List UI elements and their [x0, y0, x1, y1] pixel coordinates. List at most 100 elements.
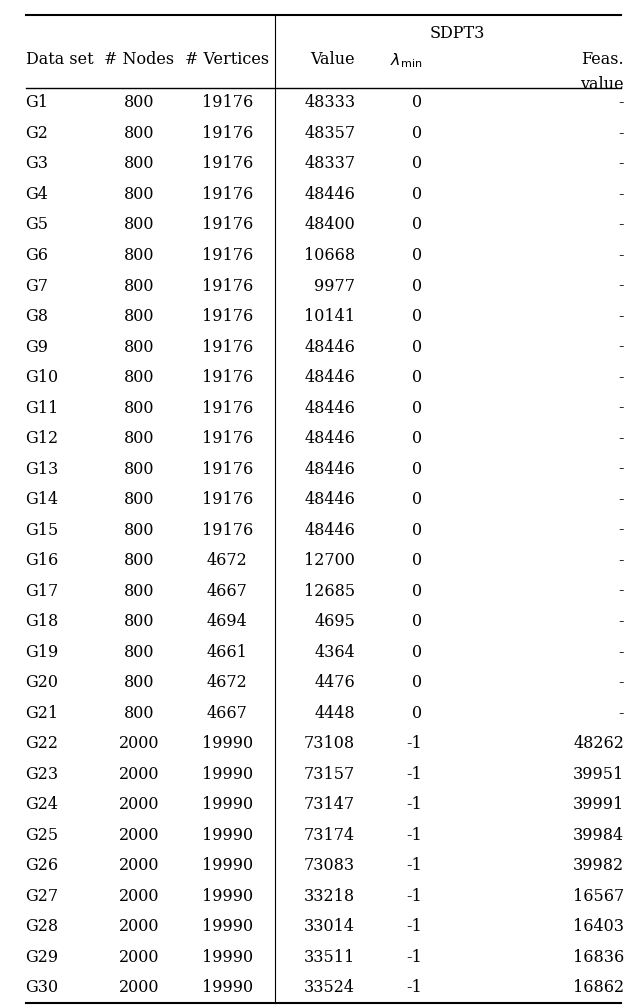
Text: 39982: 39982: [573, 857, 624, 874]
Text: 19176: 19176: [202, 399, 253, 416]
Text: -1: -1: [406, 735, 422, 752]
Text: 0: 0: [412, 155, 422, 172]
Text: G4: G4: [26, 186, 49, 203]
Text: 9977: 9977: [314, 277, 355, 294]
Text: 48446: 48446: [305, 186, 355, 203]
Text: G29: G29: [26, 949, 59, 966]
Text: -: -: [618, 644, 624, 660]
Text: 48446: 48446: [305, 430, 355, 447]
Text: 0: 0: [412, 491, 422, 508]
Text: G10: G10: [26, 369, 59, 386]
Text: -: -: [618, 491, 624, 508]
Text: 0: 0: [412, 705, 422, 722]
Text: G16: G16: [26, 552, 59, 570]
Text: G7: G7: [26, 277, 49, 294]
Text: 0: 0: [412, 247, 422, 264]
Text: 39991: 39991: [573, 796, 624, 813]
Text: 4667: 4667: [207, 583, 248, 600]
Text: 19176: 19176: [202, 186, 253, 203]
Text: 800: 800: [124, 705, 154, 722]
Text: 0: 0: [412, 277, 422, 294]
Text: 48357: 48357: [304, 125, 355, 142]
Text: G21: G21: [26, 705, 59, 722]
Text: -1: -1: [406, 766, 422, 782]
Text: 48262: 48262: [573, 735, 624, 752]
Text: -: -: [618, 674, 624, 691]
Text: 16567: 16567: [573, 888, 624, 904]
Text: 800: 800: [124, 644, 154, 660]
Text: 48446: 48446: [305, 369, 355, 386]
Text: 0: 0: [412, 644, 422, 660]
Text: 2000: 2000: [119, 796, 159, 813]
Text: 73147: 73147: [304, 796, 355, 813]
Text: 19990: 19990: [202, 918, 253, 935]
Text: 0: 0: [412, 95, 422, 112]
Text: 0: 0: [412, 369, 422, 386]
Text: -: -: [618, 521, 624, 538]
Text: G22: G22: [26, 735, 59, 752]
Text: # Vertices: # Vertices: [185, 51, 269, 69]
Text: 19990: 19990: [202, 979, 253, 996]
Text: G19: G19: [26, 644, 59, 660]
Text: 73108: 73108: [304, 735, 355, 752]
Text: -1: -1: [406, 857, 422, 874]
Text: 0: 0: [412, 308, 422, 325]
Text: 73083: 73083: [304, 857, 355, 874]
Text: -: -: [618, 155, 624, 172]
Text: -: -: [618, 308, 624, 325]
Text: 0: 0: [412, 674, 422, 691]
Text: -: -: [618, 95, 624, 112]
Text: 800: 800: [124, 461, 154, 478]
Text: G3: G3: [26, 155, 49, 172]
Text: G6: G6: [26, 247, 49, 264]
Text: G13: G13: [26, 461, 59, 478]
Text: 800: 800: [124, 277, 154, 294]
Text: -1: -1: [406, 949, 422, 966]
Text: 0: 0: [412, 399, 422, 416]
Text: 10668: 10668: [304, 247, 355, 264]
Text: 2000: 2000: [119, 918, 159, 935]
Text: 19176: 19176: [202, 521, 253, 538]
Text: 48446: 48446: [305, 521, 355, 538]
Text: 0: 0: [412, 430, 422, 447]
Text: 39984: 39984: [573, 827, 624, 844]
Text: 19176: 19176: [202, 308, 253, 325]
Text: 10141: 10141: [304, 308, 355, 325]
Text: 19990: 19990: [202, 735, 253, 752]
Text: Feas.: Feas.: [581, 51, 624, 69]
Text: 2000: 2000: [119, 827, 159, 844]
Text: 19990: 19990: [202, 949, 253, 966]
Text: 19176: 19176: [202, 125, 253, 142]
Text: 16403: 16403: [573, 918, 624, 935]
Text: 16836: 16836: [573, 949, 624, 966]
Text: 19176: 19176: [202, 491, 253, 508]
Text: -: -: [618, 399, 624, 416]
Text: G12: G12: [26, 430, 59, 447]
Text: G23: G23: [26, 766, 59, 782]
Text: G1: G1: [26, 95, 49, 112]
Text: 2000: 2000: [119, 888, 159, 904]
Text: -: -: [618, 217, 624, 234]
Text: 19176: 19176: [202, 430, 253, 447]
Text: 800: 800: [124, 521, 154, 538]
Text: G11: G11: [26, 399, 59, 416]
Text: G18: G18: [26, 613, 59, 630]
Text: -: -: [618, 125, 624, 142]
Text: 48333: 48333: [304, 95, 355, 112]
Text: -: -: [618, 247, 624, 264]
Text: -: -: [618, 430, 624, 447]
Text: 16862: 16862: [573, 979, 624, 996]
Text: 2000: 2000: [119, 949, 159, 966]
Text: 800: 800: [124, 399, 154, 416]
Text: -1: -1: [406, 918, 422, 935]
Text: 800: 800: [124, 155, 154, 172]
Text: 800: 800: [124, 369, 154, 386]
Text: 0: 0: [412, 521, 422, 538]
Text: 800: 800: [124, 339, 154, 356]
Text: 19176: 19176: [202, 95, 253, 112]
Text: 19176: 19176: [202, 277, 253, 294]
Text: 2000: 2000: [119, 766, 159, 782]
Text: 0: 0: [412, 125, 422, 142]
Text: G25: G25: [26, 827, 59, 844]
Text: -: -: [618, 613, 624, 630]
